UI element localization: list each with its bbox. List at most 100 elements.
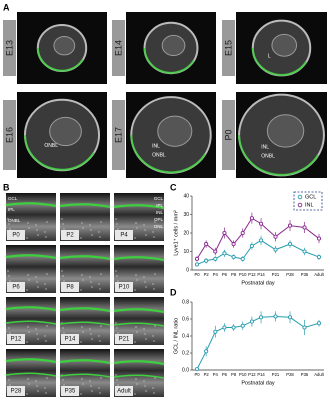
layer-label: INL [261, 144, 269, 150]
nucleus-speckle [100, 377, 102, 379]
stage-label: P0 [223, 129, 233, 140]
nucleus-speckle [98, 283, 100, 285]
lens [271, 33, 298, 57]
tile-tag [61, 386, 79, 396]
nucleus-speckle [135, 326, 137, 328]
stage-label: E15 [223, 40, 233, 56]
nucleus-speckle [80, 393, 82, 395]
legend-marker [297, 202, 303, 208]
nucleus-speckle [145, 390, 147, 392]
x-tick-label: P0 [194, 272, 200, 277]
layer-label: IPL [156, 203, 163, 208]
nucleus-speckle [134, 393, 136, 395]
nucleus-speckle [36, 385, 38, 387]
nucleus-speckle [90, 333, 92, 335]
nucleus-speckle [36, 229, 38, 231]
nucleus-speckle [9, 280, 11, 282]
green-signal [36, 47, 84, 72]
nucleus-speckle [63, 280, 65, 282]
nucleus-speckle [28, 383, 30, 385]
nucleus-speckle [90, 385, 92, 387]
green-signal [5, 254, 57, 260]
data-point [316, 236, 322, 241]
nucleus-speckle [28, 331, 30, 333]
nucleus-speckle [80, 341, 82, 343]
nucleus-speckle [82, 227, 84, 229]
x-tick-label: P35 [301, 272, 309, 277]
nucleus-speckle [117, 228, 119, 230]
nucleus-speckle [91, 390, 93, 392]
lens [266, 114, 305, 148]
nucleus-speckle [154, 325, 156, 327]
nucleus-speckle [9, 384, 11, 386]
x-tick-label: P21 [272, 272, 280, 277]
nucleus-speckle [9, 228, 11, 230]
layer-label: INL [152, 144, 160, 150]
tile-label: Adult [117, 389, 131, 395]
panel-label: D [170, 287, 177, 297]
tile-label: P10 [119, 285, 130, 291]
data-point [249, 319, 254, 324]
green-signal [113, 204, 165, 210]
x-tick-label: P10 [239, 372, 247, 377]
nucleus-speckle [115, 218, 117, 220]
tile-tag [115, 334, 133, 344]
green-signal [59, 373, 111, 378]
nucleus-speckle [89, 224, 91, 226]
stage-label: E14 [113, 40, 123, 56]
lens [161, 34, 186, 57]
tile-label: P21 [119, 337, 130, 343]
nucleus-speckle [116, 379, 118, 381]
green-signal [251, 47, 307, 76]
stage-tab [222, 20, 235, 76]
nucleus-speckle [35, 224, 37, 226]
nucleus-speckle [143, 380, 145, 382]
stage-tab [222, 100, 235, 170]
nucleus-speckle [144, 385, 146, 387]
data-point [302, 249, 307, 254]
nucleus-speckle [154, 377, 156, 379]
data-point [222, 230, 227, 236]
nucleus-speckle [153, 340, 155, 342]
x-tick-label: P35 [301, 372, 309, 377]
tile-label: P35 [65, 389, 76, 395]
green-signal [59, 255, 111, 261]
nucleus-speckle [99, 340, 101, 342]
legend-marker [297, 194, 303, 200]
nucleus-speckle [63, 332, 65, 334]
data-point [231, 254, 236, 260]
nucleus-speckle [152, 283, 154, 285]
y-tick-label: 10 [183, 249, 189, 255]
layer-label: IPL [8, 207, 15, 212]
nucleus-speckle [152, 335, 154, 337]
layer-label: ONL [154, 224, 164, 229]
tile-tag [61, 334, 79, 344]
tile-tag [61, 230, 79, 240]
data-point [302, 325, 307, 330]
nucleus-speckle [9, 332, 11, 334]
data-point [204, 242, 209, 247]
stage-tab [112, 20, 125, 76]
nucleus-speckle [35, 276, 37, 278]
nucleus-speckle [61, 218, 63, 220]
nucleus-speckle [117, 332, 119, 334]
nucleus-speckle [89, 380, 91, 382]
nucleus-speckle [62, 275, 64, 277]
nucleus-speckle [26, 341, 28, 343]
green-signal [5, 202, 57, 208]
nucleus-speckle [82, 383, 84, 385]
tile-label: P6 [12, 285, 20, 291]
x-tick-label: P10 [239, 272, 247, 277]
y-tick-label: 0 [186, 267, 189, 273]
nucleus-speckle [153, 288, 155, 290]
layer-label: ONBL [152, 153, 166, 159]
panel-label: A [3, 2, 10, 12]
nucleus-speckle [153, 236, 155, 238]
green-signal [59, 203, 111, 209]
nucleus-speckle [100, 221, 102, 223]
nucleus-speckle [36, 333, 38, 335]
y-tick-label: 0.8 [182, 299, 189, 305]
nucleus-speckle [89, 328, 91, 330]
nucleus-speckle [46, 273, 48, 275]
x-tick-label: P8 [231, 372, 237, 377]
